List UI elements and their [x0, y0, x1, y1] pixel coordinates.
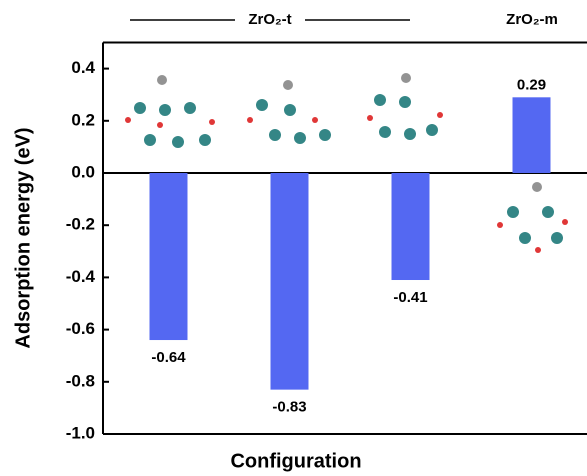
y-tick-label: -1.0 — [66, 423, 95, 442]
y-tick-label: -0.6 — [66, 319, 95, 338]
y-tick-label: -0.2 — [66, 215, 95, 234]
bar — [512, 97, 551, 173]
value-label: -0.41 — [393, 289, 427, 306]
value-label: -0.64 — [151, 349, 186, 366]
bar — [270, 173, 309, 390]
value-label: -0.83 — [272, 399, 306, 416]
group-label: ZrO₂-m — [506, 11, 558, 28]
bar — [391, 173, 430, 281]
y-tick-label: -0.4 — [66, 267, 96, 286]
structure-illustrations — [125, 73, 568, 253]
y-tick-label: -0.8 — [66, 371, 95, 390]
value-label: 0.29 — [517, 76, 546, 93]
x-axis-label: Configuration — [230, 450, 361, 472]
y-tick-label: 0.2 — [71, 110, 95, 129]
y-tick-label: 0.0 — [71, 162, 95, 181]
bar — [149, 173, 188, 341]
y-tick-label: 0.4 — [71, 58, 95, 77]
group-label: ZrO₂-t — [248, 11, 291, 28]
y-axis-label: Adsorption energy (eV) — [12, 127, 34, 348]
